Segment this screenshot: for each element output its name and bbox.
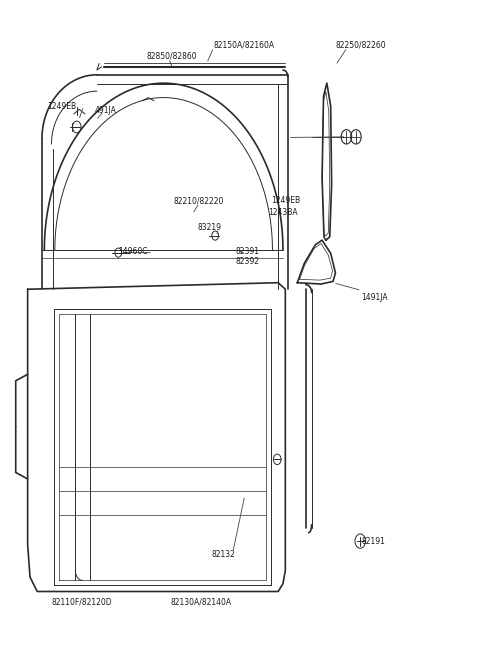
- Text: 82850/82860: 82850/82860: [147, 52, 198, 61]
- Text: 82130A/82140A: 82130A/82140A: [171, 597, 232, 606]
- Text: 1249EB: 1249EB: [47, 102, 76, 110]
- Text: 1243BA: 1243BA: [269, 208, 298, 217]
- Text: 82392: 82392: [235, 257, 259, 265]
- Text: 82110F/82120D: 82110F/82120D: [51, 597, 112, 606]
- Text: 491JA: 491JA: [95, 106, 116, 115]
- Text: 82150A/82160A: 82150A/82160A: [214, 41, 275, 50]
- Text: 82191: 82191: [362, 537, 385, 545]
- Text: 1249EB: 1249EB: [271, 196, 300, 206]
- Text: 82391: 82391: [235, 247, 259, 256]
- Text: 83219: 83219: [197, 223, 221, 232]
- Text: 82250/82260: 82250/82260: [336, 41, 386, 50]
- Text: 14960C: 14960C: [118, 247, 148, 256]
- Text: 82132: 82132: [211, 550, 235, 558]
- Text: 82210/82220: 82210/82220: [173, 196, 224, 206]
- Text: 1491JA: 1491JA: [362, 292, 388, 302]
